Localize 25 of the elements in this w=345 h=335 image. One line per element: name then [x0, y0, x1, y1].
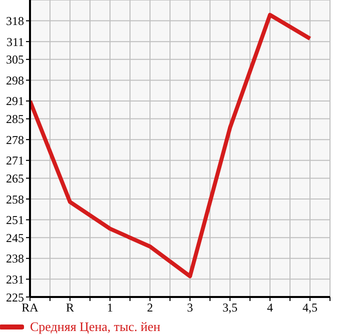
y-tick-label: 311: [6, 34, 24, 49]
y-tick-label: 291: [6, 94, 24, 108]
y-tick-label: 278: [6, 132, 24, 147]
y-tick-label: 298: [6, 73, 24, 88]
x-tick-label: 3,5: [222, 300, 238, 315]
x-tick-label: 4: [267, 300, 273, 315]
x-tick-label: 1: [107, 300, 113, 315]
y-tick-label: 271: [6, 154, 24, 168]
y-tick-label: 305: [6, 52, 24, 67]
y-tick-label: 225: [6, 290, 24, 304]
y-tick-label: 285: [6, 112, 24, 126]
y-tick-label: 238: [6, 252, 24, 266]
legend-label: Средняя Цена, тыс. йен: [30, 319, 160, 335]
x-tick-label: RA: [22, 300, 39, 315]
x-tick-label: 4,5: [302, 300, 318, 315]
line-series: [30, 12, 312, 278]
x-tick-label: 2: [147, 300, 153, 315]
x-tick-label: R: [66, 300, 74, 315]
y-tick-label: 245: [6, 230, 24, 245]
y-tick-label: 231: [6, 272, 24, 286]
y-tick-label: 318: [6, 14, 24, 28]
y-tick-label: 251: [6, 213, 24, 228]
x-tick-label: 3: [187, 300, 193, 315]
y-tick-label: 258: [6, 192, 24, 206]
y-tick-label: 265: [6, 171, 24, 186]
